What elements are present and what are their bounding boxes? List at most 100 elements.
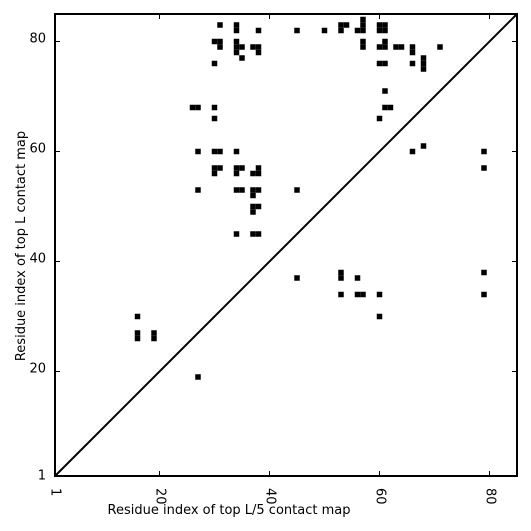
upper-contact-cell-6 [338, 22, 344, 28]
lower-contact-cell-16 [195, 374, 201, 380]
upper-contact-cell-56 [233, 148, 240, 155]
upper-contact-cell-42 [420, 55, 427, 61]
upper-contact-cell-23 [239, 44, 245, 50]
upper-contact-cell-1 [233, 22, 240, 28]
upper-contact-cell-0 [217, 22, 223, 28]
upper-contact-cell-2 [233, 27, 240, 34]
upper-contact-cell-20 [233, 38, 240, 45]
upper-contact-cell-40 [382, 60, 388, 67]
lower-contact-cell-9 [481, 291, 487, 298]
lower-contact-cell-14 [151, 330, 157, 336]
upper-contact-cell-9 [354, 27, 361, 34]
x-axis-title: Residue index of top L/5 contact map [108, 503, 351, 518]
y-tick-label-80: 80 [29, 32, 46, 47]
upper-contact-cell-71 [233, 187, 240, 193]
upper-contact-cell-51 [211, 115, 218, 122]
upper-contact-cell-60 [211, 165, 218, 171]
upper-contact-cell-64 [255, 165, 262, 171]
y-axis-title: Residue index of top L contact map [14, 131, 29, 361]
lower-contact-cell-3 [354, 275, 361, 281]
upper-contact-cell-76 [250, 192, 256, 199]
plot-frame [54, 13, 518, 477]
upper-contact-cell-28 [360, 38, 366, 45]
upper-contact-cell-46 [189, 104, 196, 111]
upper-contact-cell-70 [195, 187, 201, 193]
lower-contact-cell-8 [376, 291, 383, 298]
y-tick-label-20: 20 [29, 362, 46, 377]
upper-contact-cell-5 [321, 27, 328, 34]
upper-contact-cell-39 [376, 60, 383, 67]
upper-contact-cell-80 [233, 231, 240, 237]
upper-contact-cell-44 [420, 66, 427, 72]
upper-contact-cells [189, 16, 487, 237]
x-tick-label-80: 80 [483, 488, 498, 505]
lower-contact-cell-0 [294, 275, 300, 281]
upper-contact-cell-24 [250, 44, 256, 50]
upper-contact-cell-65 [211, 170, 218, 177]
upper-contact-cell-37 [437, 44, 443, 50]
upper-contact-cell-38 [211, 60, 218, 67]
upper-contact-cell-48 [211, 104, 218, 111]
upper-contact-cell-34 [398, 44, 405, 50]
upper-contact-cell-13 [376, 22, 383, 28]
upper-contact-cell-75 [294, 187, 300, 193]
upper-contact-cell-78 [255, 203, 262, 210]
upper-contact-cell-16 [382, 27, 388, 34]
upper-contact-cell-7 [343, 22, 350, 28]
upper-contact-cell-73 [250, 187, 256, 193]
upper-contact-cell-30 [376, 44, 383, 50]
upper-contact-cell-69 [481, 165, 487, 171]
lower-contact-cells [134, 269, 487, 380]
lower-contact-cell-4 [481, 269, 487, 276]
y-tick-label-60: 60 [29, 142, 46, 157]
upper-contact-cell-66 [233, 170, 240, 177]
x-tick-label-60: 60 [373, 488, 388, 505]
upper-contact-cell-41 [409, 60, 416, 67]
upper-contact-cell-8 [338, 27, 344, 34]
upper-contact-cell-72 [239, 187, 245, 193]
upper-contact-cell-74 [255, 187, 262, 193]
upper-contact-cell-57 [409, 148, 416, 155]
upper-contact-cell-11 [360, 22, 366, 28]
upper-contact-cell-54 [211, 148, 218, 155]
upper-contact-cell-32 [382, 38, 388, 45]
upper-contact-cell-36 [409, 49, 416, 56]
lower-contact-cell-12 [134, 330, 141, 336]
lower-contact-cell-7 [360, 291, 366, 298]
upper-contact-cell-17 [211, 38, 218, 45]
y-tick-label-40: 40 [29, 252, 46, 267]
axis-ticks [54, 14, 517, 477]
upper-contact-cell-19 [217, 44, 223, 50]
upper-contact-cell-25 [255, 44, 262, 50]
upper-contact-cell-55 [217, 148, 223, 155]
upper-contact-cell-15 [376, 27, 383, 34]
x-tick-label-40: 40 [263, 488, 278, 505]
upper-contact-cell-22 [233, 49, 240, 56]
lower-contact-cell-15 [151, 335, 157, 342]
upper-contact-cell-52 [376, 115, 383, 122]
upper-contact-cell-33 [393, 44, 399, 50]
lower-contact-cell-1 [338, 269, 344, 276]
upper-contact-cell-63 [239, 165, 245, 171]
upper-contact-cell-82 [255, 231, 262, 237]
lower-contact-cell-11 [376, 313, 383, 320]
lower-contact-cell-5 [338, 291, 344, 298]
upper-contact-cell-62 [233, 165, 240, 171]
upper-contact-cell-67 [250, 170, 256, 177]
lower-contact-cell-2 [338, 275, 344, 281]
upper-contact-cell-79 [250, 209, 256, 215]
upper-contact-cell-81 [250, 231, 256, 237]
upper-contact-cell-77 [250, 203, 256, 210]
upper-contact-cell-35 [409, 44, 416, 50]
upper-contact-cell-45 [382, 88, 388, 94]
upper-contact-cell-27 [239, 55, 245, 61]
lower-contact-cell-13 [134, 335, 141, 342]
upper-contact-cell-43 [420, 60, 427, 67]
upper-contact-cell-59 [481, 148, 487, 155]
lower-contact-cell-10 [134, 313, 141, 320]
upper-contact-cell-49 [382, 104, 388, 111]
upper-contact-cell-3 [255, 27, 262, 34]
upper-contact-cell-61 [217, 165, 223, 171]
x-tick-label-1: 1 [48, 488, 63, 496]
